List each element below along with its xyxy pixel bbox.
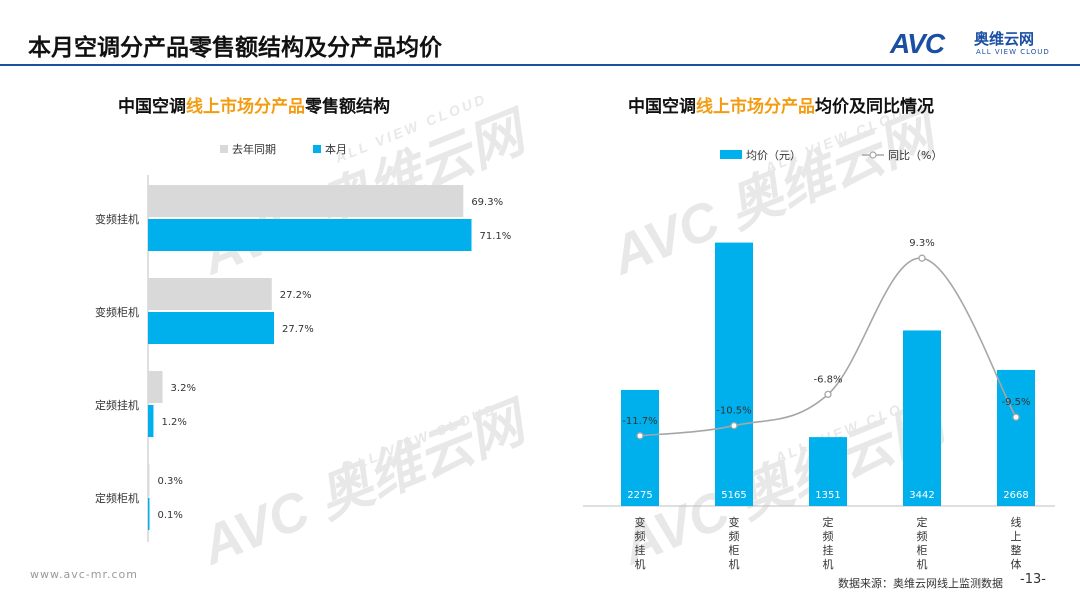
bar-变频柜机: [715, 242, 753, 506]
page-title: 本月空调分产品零售额结构及分产品均价: [28, 35, 442, 61]
category-label-线上整体-0: 线: [1011, 515, 1022, 529]
left-chart-title: 中国空调线上市场分产品零售额结构: [118, 97, 390, 117]
bar-变频柜机-本月: [148, 312, 275, 344]
category-label-线上整体-2: 整: [1011, 543, 1022, 557]
line-point-变频挂机: [636, 432, 644, 440]
legend-swatch-1: [313, 145, 321, 153]
bar-定频柜机: [903, 330, 941, 506]
bar-定频挂机-去年同期: [148, 371, 163, 403]
line-point-定频柜机: [918, 254, 926, 262]
data-label-变频柜机-去年同期: 27.2%: [280, 290, 312, 301]
category-label-定频柜机-0: 定: [917, 515, 928, 529]
data-source-note: 数据来源：奥维云网线上监测数据: [838, 577, 1003, 590]
line-point-定频挂机: [824, 390, 832, 399]
category-label-定频柜机-2: 柜: [917, 544, 928, 557]
legend-label-bars: 均价（元）: [746, 149, 801, 162]
bar-变频柜机-去年同期: [148, 278, 272, 310]
retail-structure-bar-chart: 去年同期 本月 69.3% 71.1% 变频挂机 27.2% 27.7% 变频柜机 3.2% 1.…: [95, 142, 512, 542]
right-chart-title: 中国空调线上市场分产品均价及同比情况: [628, 97, 934, 117]
legend-label-0: 去年同期: [232, 142, 276, 156]
data-label-变频挂机-去年同期: 69.3%: [471, 197, 503, 208]
category-label-线上整体-3: 体: [1011, 557, 1022, 570]
category-label-变频挂机: 变频挂机: [95, 212, 139, 226]
category-label-变频柜机: 变频柜机: [95, 305, 139, 319]
data-label-定频挂机-去年同期: 3.2%: [171, 383, 196, 394]
bar-定频挂机: [809, 437, 847, 506]
bar-变频挂机: [621, 389, 659, 506]
category-label-变频柜机-0: 变: [729, 515, 740, 529]
line-label-定频挂机: -6.8%: [813, 374, 842, 385]
legend-swatch-bars: [720, 150, 742, 159]
category-label-定频挂机: 定频挂机: [95, 398, 139, 412]
category-label-变频柜机-1: 频: [729, 529, 740, 543]
data-label-定频挂机-本月: 1.2%: [161, 417, 186, 428]
category-label-定频柜机-3: 机: [917, 557, 928, 570]
category-label-变频挂机-1: 频: [635, 529, 646, 543]
category-label-定频柜机-1: 频: [917, 529, 928, 543]
category-label-变频挂机-3: 机: [635, 557, 646, 570]
legend-label-1: 本月: [325, 142, 347, 156]
line-label-定频柜机: 9.3%: [909, 238, 934, 249]
category-label-线上整体-1: 上: [1011, 530, 1022, 543]
bar-value-变频柜机: 5165: [721, 490, 746, 501]
page-number: -13-: [1020, 572, 1046, 587]
line-point-变频柜机: [730, 422, 738, 430]
line-label-线上整体: -9.5%: [1001, 397, 1030, 408]
data-label-变频挂机-本月: 71.1%: [480, 231, 512, 242]
data-label-定频柜机-本月: 0.1%: [158, 510, 183, 521]
data-label-变频柜机-本月: 27.7%: [282, 324, 314, 335]
bar-value-定频挂机: 1351: [815, 490, 840, 501]
logo-english-name: ALL VIEW CLOUD: [976, 48, 1050, 56]
category-label-定频挂机-0: 定: [823, 515, 834, 529]
bar-定频柜机-去年同期: [148, 464, 150, 496]
bar-value-定频柜机: 3442: [909, 490, 934, 501]
bar-value-线上整体: 2668: [1003, 490, 1028, 501]
logo-mark: AVC: [890, 28, 945, 59]
bar-变频挂机-本月: [148, 219, 472, 251]
line-label-变频挂机: -11.7%: [622, 416, 657, 427]
category-label-变频柜机-2: 柜: [729, 544, 740, 557]
bar-变频挂机-去年同期: [148, 185, 464, 217]
bar-定频柜机-本月: [148, 498, 150, 530]
avc-logo: AVC 奥维云网 ALL VIEW CLOUD: [890, 26, 1060, 66]
footer-url: www.avc-mr.com: [30, 568, 138, 581]
line-label-变频柜机: -10.5%: [716, 406, 751, 417]
category-label-定频挂机-1: 频: [823, 529, 834, 543]
category-label-变频挂机-0: 变: [635, 515, 646, 529]
category-label-定频柜机: 定频柜机: [95, 491, 139, 505]
bar-定频挂机-本月: [148, 405, 154, 437]
line-point-线上整体: [1012, 413, 1020, 421]
logo-chinese-name: 奥维云网: [974, 30, 1035, 48]
header-divider: [0, 64, 1080, 66]
legend-line-marker: [869, 151, 877, 159]
bar-value-变频挂机: 2275: [627, 490, 652, 501]
legend-swatch-0: [220, 145, 228, 153]
avg-price-combo-chart: 均价（元） 同比（%）2275变频挂机5165变频柜机1351定频挂机3442定频…: [583, 149, 1055, 570]
yoy-line: [639, 257, 1017, 437]
category-label-变频柜机-3: 机: [729, 557, 740, 570]
category-label-变频挂机-2: 挂: [635, 543, 646, 557]
data-label-定频柜机-去年同期: 0.3%: [158, 476, 183, 487]
legend-label-line: 同比（%）: [888, 149, 942, 162]
category-label-定频挂机-3: 机: [823, 557, 834, 570]
category-label-定频挂机-2: 挂: [823, 543, 834, 557]
